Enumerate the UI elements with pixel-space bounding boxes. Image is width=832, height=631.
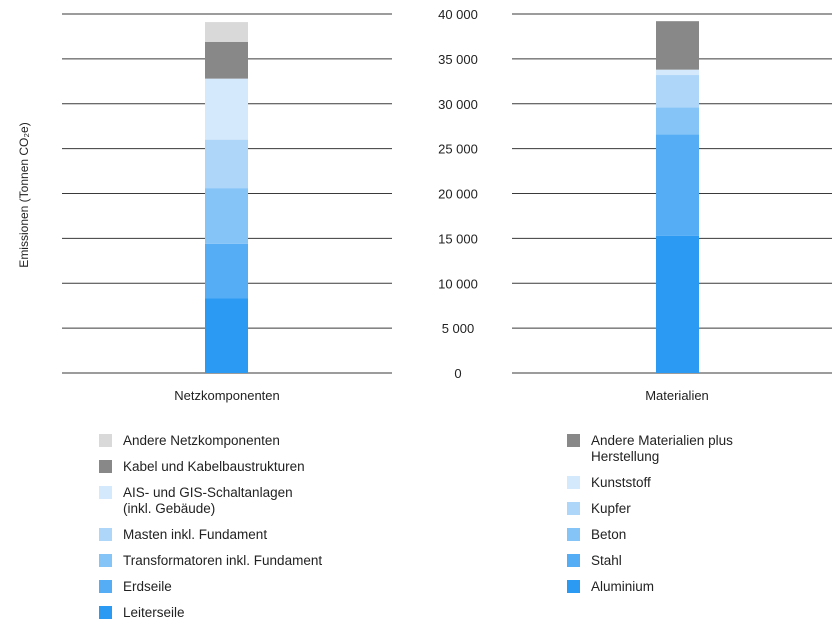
legend-label: Aluminium bbox=[591, 579, 655, 594]
legend-item-kupfer: Kupfer bbox=[567, 501, 733, 517]
legend-swatch bbox=[99, 434, 112, 447]
y-tick-label: 5 000 bbox=[442, 321, 475, 336]
legend-item-beton: Beton bbox=[567, 527, 733, 543]
bar-segment-leiterseile bbox=[205, 298, 248, 373]
legend-label: Masten inkl. Fundament bbox=[123, 527, 268, 542]
y-tick-label: 40 000 bbox=[438, 7, 478, 22]
legend-swatch bbox=[99, 606, 112, 619]
y-tick-label: 30 000 bbox=[438, 97, 478, 112]
legend-swatch bbox=[567, 502, 580, 515]
legend-item-andere-netzkomponenten: Andere Netzkomponenten bbox=[99, 433, 322, 449]
legend-netzkomponenten: Andere Netzkomponenten Kabel und Kabelbau… bbox=[99, 433, 322, 631]
legend-label: Kupfer bbox=[591, 501, 631, 516]
y-tick-label: 10 000 bbox=[438, 276, 478, 291]
legend-label: Transformatoren inkl. Fundament bbox=[123, 553, 323, 568]
legend-label: Erdseile bbox=[123, 579, 172, 594]
legend-swatch bbox=[99, 528, 112, 541]
y-axis-label: Emissionen (Tonnen CO₂e) bbox=[17, 122, 31, 267]
legend-item-kabel-und-kabelbaustrukturen: Kabel und Kabelbaustrukturen bbox=[99, 459, 322, 475]
legend-item-aluminium: Aluminium bbox=[567, 579, 733, 595]
bar-segment-aluminium bbox=[656, 235, 699, 373]
legend-label-line2: (inkl. Gebäude) bbox=[123, 501, 216, 516]
bar-segment-ais-und-gis-schaltanlagen-inkl-gebäude bbox=[205, 78, 248, 140]
bar-segment-andere-netzkomponenten bbox=[205, 22, 248, 42]
legend-swatch bbox=[567, 434, 580, 447]
legend-swatch bbox=[99, 486, 112, 499]
legend-item-transformatoren-inkl-fundament: Transformatoren inkl. Fundament bbox=[99, 553, 322, 569]
bar-segment-transformatoren-inkl-fundament bbox=[205, 188, 248, 244]
legend-swatch bbox=[567, 476, 580, 489]
category-label: Netzkomponenten bbox=[174, 388, 280, 403]
legend-swatch bbox=[99, 554, 112, 567]
legend-label: AIS- und GIS-Schaltanlagen bbox=[123, 485, 293, 500]
legend-label: Andere Netzkomponenten bbox=[123, 433, 280, 448]
bar-segment-kabel-und-kabelbaustrukturen bbox=[205, 41, 248, 79]
y-tick-label: 20 000 bbox=[438, 187, 478, 202]
legend-item-andere-materialien-plus: Andere Materialien plus Herstellung bbox=[567, 433, 733, 465]
legend-label: Beton bbox=[591, 527, 627, 542]
bar-segment-kupfer bbox=[656, 75, 699, 108]
legend-label: Kunststoff bbox=[591, 475, 651, 490]
legend-swatch bbox=[567, 554, 580, 567]
legend-item-erdseile: Erdseile bbox=[99, 579, 322, 595]
legend-item-ais-und-gis-schaltanlagen: AIS- und GIS-Schaltanlagen (inkl. Gebäude… bbox=[99, 485, 322, 517]
legend-label: Stahl bbox=[591, 553, 622, 568]
bar-segment-erdseile bbox=[205, 243, 248, 299]
legend-label-line2: Herstellung bbox=[591, 449, 660, 464]
y-tick-label: 15 000 bbox=[438, 231, 478, 246]
legend-label: Andere Materialien plus bbox=[591, 433, 733, 448]
category-label: Materialien bbox=[645, 388, 709, 403]
bar-segment-beton bbox=[656, 107, 699, 135]
legend-label: Kabel und Kabelbaustrukturen bbox=[123, 459, 305, 474]
legend-item-masten-inkl-fundament: Masten inkl. Fundament bbox=[99, 527, 322, 543]
bar-segment-stahl bbox=[656, 134, 699, 236]
bar-segment-kunststoff bbox=[656, 69, 699, 76]
legend-swatch bbox=[567, 580, 580, 593]
y-tick-label: 0 bbox=[454, 366, 461, 381]
bar-segment-masten-inkl-fundament bbox=[205, 139, 248, 189]
legend-swatch bbox=[567, 528, 580, 541]
legend-item-kunststoff: Kunststoff bbox=[567, 475, 733, 491]
legend-item-leiterseile: Leiterseile bbox=[99, 605, 322, 621]
legend-materialien: Andere Materialien plus Herstellung Kunsts… bbox=[567, 433, 733, 605]
legend-swatch bbox=[99, 580, 112, 593]
chart-panel-netzkomponenten: Netzkomponenten bbox=[62, 13, 392, 403]
legend-item-stahl: Stahl bbox=[567, 553, 733, 569]
y-tick-label: 35 000 bbox=[438, 52, 478, 67]
bar-segment-andere-materialien-plus-herstellung bbox=[656, 21, 699, 70]
legend-label: Leiterseile bbox=[123, 605, 185, 620]
legend-swatch bbox=[99, 460, 112, 473]
chart-panel-materialien: 0 5 000 10 000 15 000 20 000 25 000 30 000 35 0… bbox=[438, 7, 832, 403]
y-tick-label: 25 000 bbox=[438, 142, 478, 157]
